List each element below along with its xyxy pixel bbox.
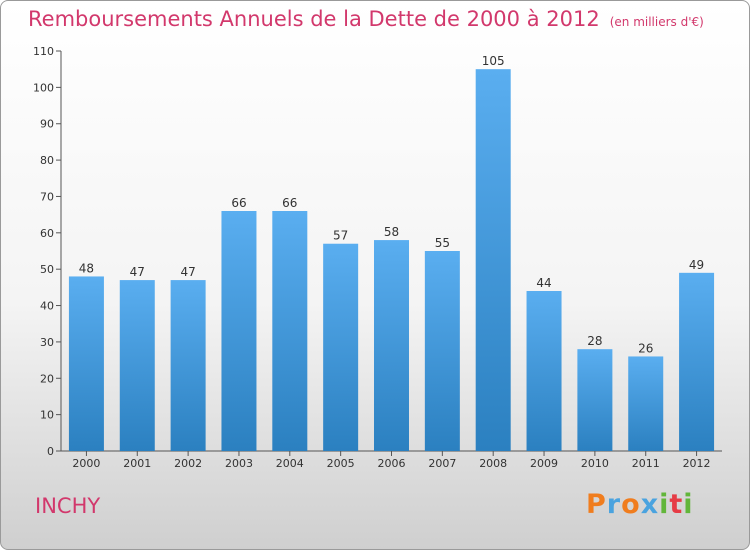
data-label: 44	[536, 276, 551, 290]
y-tick-label: 20	[40, 372, 54, 385]
logo-letter: o	[621, 489, 641, 520]
y-tick-label: 50	[40, 263, 54, 276]
chart-unit: (en milliers d'€)	[609, 15, 704, 29]
y-tick-label: 80	[40, 154, 54, 167]
x-tick-label: 2007	[428, 457, 456, 470]
chart-title-text: Remboursements Annuels de la Dette de 20…	[28, 7, 600, 31]
plot-area: 0 10 20 30 40 50 60 70 80 90 100 110 2000 48 2001 47 200…	[33, 45, 722, 470]
y-tick-label: 30	[40, 336, 54, 349]
bar	[323, 243, 359, 451]
x-tick-label: 2010	[581, 457, 609, 470]
x-tick-label: 2004	[276, 457, 304, 470]
bar	[221, 211, 257, 451]
data-label: 48	[79, 261, 94, 275]
y-tick-label: 110	[33, 45, 54, 58]
x-tick-label: 2006	[378, 457, 406, 470]
data-label: 66	[231, 196, 246, 210]
data-label: 47	[180, 265, 195, 279]
proxiti-logo: Proxiti	[586, 489, 694, 520]
data-label: 57	[333, 229, 348, 243]
data-label: 66	[282, 196, 297, 210]
x-tick-label: 2008	[479, 457, 507, 470]
bar	[68, 276, 104, 451]
bar	[272, 211, 308, 451]
bar	[475, 69, 511, 451]
bar	[577, 349, 613, 451]
logo-letter: x	[640, 489, 660, 520]
chart-title: Remboursements Annuels de la Dette de 20…	[28, 7, 704, 31]
y-tick-label: 60	[40, 227, 54, 240]
bar	[374, 240, 409, 451]
logo-letter: r	[606, 489, 622, 520]
bar	[119, 280, 155, 451]
bar	[628, 356, 664, 451]
y-tick-label: 10	[40, 409, 54, 422]
logo-letter: i	[659, 489, 670, 520]
data-label: 28	[587, 334, 602, 348]
x-tick-label: 2009	[530, 457, 558, 470]
data-label: 55	[435, 236, 450, 250]
x-tick-label: 2001	[123, 457, 151, 470]
bar	[170, 280, 206, 451]
data-label: 58	[384, 225, 399, 239]
x-tick-label: 2003	[225, 457, 253, 470]
town-name: INCHY	[35, 494, 101, 518]
y-tick-label: 0	[47, 445, 54, 458]
x-tick-label: 2011	[632, 457, 660, 470]
data-label: 49	[689, 258, 704, 272]
x-tick-label: 2005	[327, 457, 355, 470]
x-tick-label: 2000	[72, 457, 100, 470]
bar	[424, 251, 460, 451]
y-tick-label: 40	[40, 300, 54, 313]
data-label: 47	[130, 265, 145, 279]
logo-letter: i	[683, 489, 694, 520]
bar	[526, 291, 562, 451]
x-tick-label: 2002	[174, 457, 202, 470]
data-label: 26	[638, 341, 653, 355]
bar	[679, 272, 715, 451]
y-tick-label: 100	[33, 81, 54, 94]
y-tick-label: 90	[40, 118, 54, 131]
logo-letter: t	[669, 489, 684, 520]
logo-letter: P	[586, 489, 607, 520]
x-tick-label: 2012	[683, 457, 711, 470]
y-tick-label: 70	[40, 190, 54, 203]
data-label: 105	[482, 54, 505, 68]
